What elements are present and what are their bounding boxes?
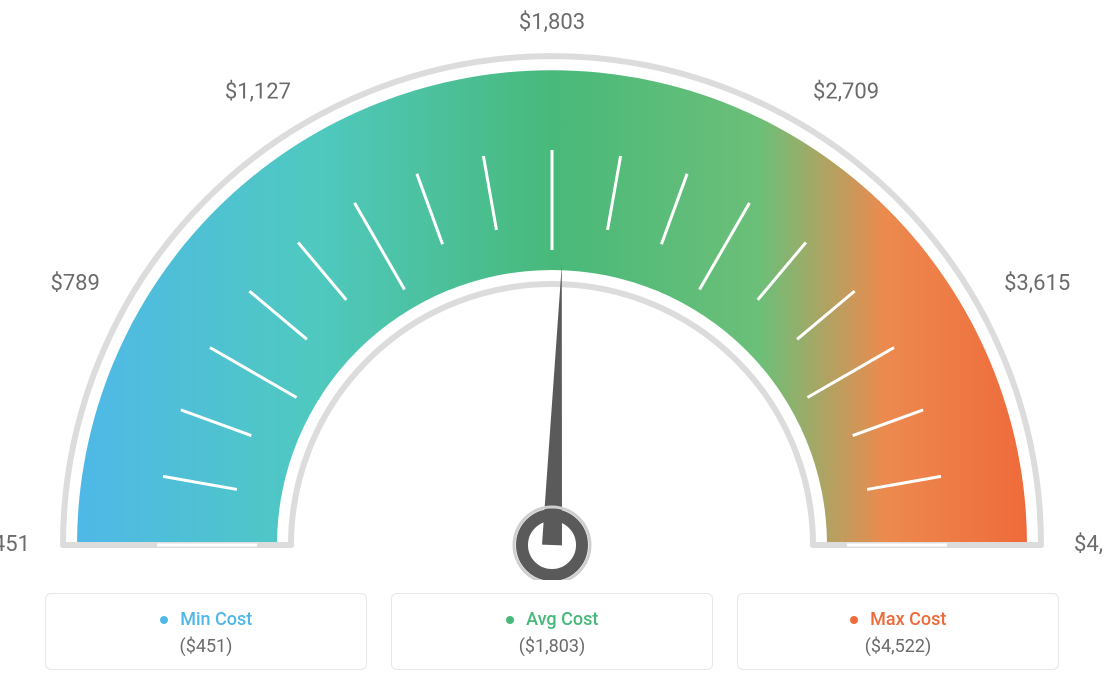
gauge-tick-label: $1,127 <box>225 80 291 105</box>
gauge-tick-label: $2,709 <box>813 80 879 105</box>
card-title-text: Avg Cost <box>526 609 598 630</box>
avg-cost-card: Avg Cost ($1,803) <box>391 593 713 670</box>
dot-icon <box>160 616 168 624</box>
gauge-tick-label: $1,803 <box>519 10 585 35</box>
card-title-text: Max Cost <box>870 609 946 630</box>
gauge-svg: $451 $789 $1,127 $1,803 $2,709 $3,615 $4,522 <box>0 0 1104 580</box>
gauge-tick-label: $451 <box>0 532 30 557</box>
card-title: Avg Cost <box>392 608 712 630</box>
summary-cards: Min Cost ($451) Avg Cost ($1,803) Max Co… <box>0 593 1104 670</box>
max-cost-card: Max Cost ($4,522) <box>737 593 1059 670</box>
dot-icon <box>506 616 514 624</box>
dot-icon <box>850 616 858 624</box>
card-title: Max Cost <box>738 608 1058 630</box>
card-title-text: Min Cost <box>180 609 252 630</box>
gauge-tick-label: $4,522 <box>1074 532 1104 557</box>
card-value: ($4,522) <box>738 636 1058 657</box>
card-value: ($1,803) <box>392 636 712 657</box>
card-title: Min Cost <box>46 608 366 630</box>
gauge-area: $451 $789 $1,127 $1,803 $2,709 $3,615 $4,522 <box>0 0 1104 580</box>
min-cost-card: Min Cost ($451) <box>45 593 367 670</box>
gauge-tick-label: $789 <box>50 271 99 296</box>
card-value: ($451) <box>46 636 366 657</box>
gauge-tick-label: $3,615 <box>1004 271 1070 296</box>
gauge-needle <box>542 265 562 545</box>
cost-gauge-chart: $451 $789 $1,127 $1,803 $2,709 $3,615 $4,522 M… <box>0 0 1104 690</box>
